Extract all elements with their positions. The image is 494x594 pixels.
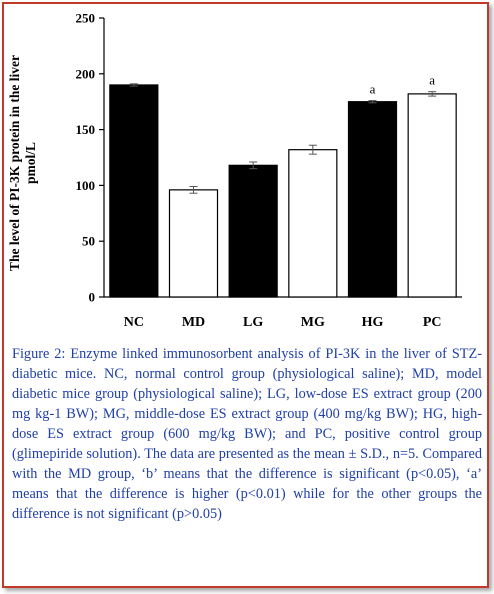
- bar: [407, 93, 457, 298]
- y-tick-label: 200: [76, 66, 96, 81]
- y-tick-label: 100: [76, 178, 96, 193]
- y-tick-label: 50: [82, 234, 95, 249]
- significance-label: a: [429, 73, 435, 88]
- x-tick-label: HG: [362, 315, 384, 330]
- bar: [109, 84, 159, 298]
- y-tick-label: 150: [76, 122, 96, 137]
- bar-chart: The level of PI-3K protein in the liver …: [7, 11, 462, 330]
- bar: [228, 164, 278, 298]
- figure-caption: Figure 2: Enzyme linked immunosorbent an…: [12, 344, 482, 524]
- bar: [347, 101, 398, 298]
- x-tick-label: NC: [124, 315, 144, 330]
- chart-plot: 0 50 100 150 200 250 NC MD LG MG a HG a PC: [76, 11, 462, 330]
- y-tick-label: 250: [76, 11, 96, 26]
- caption-text: Figure 2: Enzyme linked immunosorbent an…: [12, 346, 482, 522]
- y-tick-label: 0: [89, 290, 96, 305]
- bar: [288, 149, 338, 298]
- x-tick-label: MG: [301, 315, 325, 330]
- x-tick-label: MD: [182, 315, 205, 330]
- x-tick-label: PC: [423, 315, 442, 330]
- significance-label: a: [370, 82, 376, 97]
- x-tick-label: LG: [243, 315, 263, 330]
- bar: [168, 189, 219, 298]
